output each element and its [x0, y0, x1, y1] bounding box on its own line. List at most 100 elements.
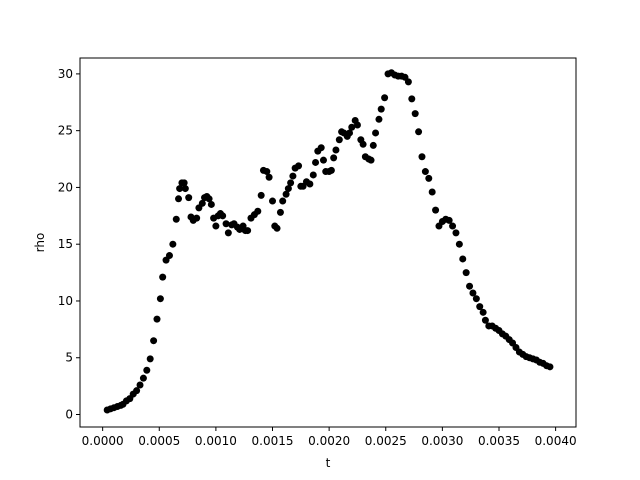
data-point-50 — [244, 227, 252, 235]
data-point-42 — [222, 220, 230, 228]
y-axis-label: rho — [33, 233, 47, 253]
data-point-19 — [165, 252, 173, 260]
x-tick-label-6: 0.0030 — [421, 434, 463, 448]
data-point-64 — [284, 185, 292, 193]
y-axis-ticks: 0 5 10 15 20 25 30 — [58, 67, 80, 422]
x-axis-label: t — [326, 456, 331, 470]
y-tick-label-6: 30 — [58, 67, 73, 81]
data-point-53 — [254, 207, 262, 215]
data-point-60 — [273, 224, 281, 232]
data-point-23 — [176, 185, 184, 193]
data-point-12 — [143, 366, 151, 374]
data-point-88 — [348, 123, 356, 131]
data-point-87 — [346, 129, 354, 137]
data-point-56 — [263, 168, 271, 176]
data-point-121 — [452, 229, 460, 237]
data-point-97 — [372, 129, 380, 137]
data-point-129 — [479, 308, 487, 316]
data-point-108 — [408, 95, 416, 103]
data-point-68 — [295, 162, 303, 170]
data-point-95 — [367, 156, 375, 164]
y-tick-label-5: 25 — [58, 124, 73, 138]
data-point-66 — [289, 172, 297, 180]
y-tick-label-4: 20 — [58, 180, 73, 194]
data-point-11 — [139, 374, 147, 382]
data-point-61 — [276, 208, 284, 216]
data-point-10 — [136, 381, 144, 389]
x-tick-label-0: 0.0000 — [82, 434, 124, 448]
data-point-114 — [428, 188, 436, 196]
data-point-109 — [411, 110, 419, 118]
data-point-15 — [153, 315, 161, 323]
data-point-9 — [133, 387, 141, 395]
data-point-30 — [193, 214, 201, 222]
data-point-124 — [462, 269, 470, 277]
data-point-43 — [224, 229, 232, 237]
x-tick-label-5: 0.0025 — [365, 434, 407, 448]
data-point-83 — [335, 136, 343, 144]
data-point-112 — [421, 168, 429, 176]
data-point-38 — [212, 222, 220, 230]
data-point-65 — [287, 179, 295, 187]
x-tick-label-8: 0.0040 — [535, 434, 577, 448]
data-point-63 — [282, 190, 290, 198]
data-point-21 — [172, 215, 180, 223]
data-point-36 — [207, 200, 215, 208]
y-tick-label-3: 15 — [58, 237, 73, 251]
data-point-76 — [317, 144, 325, 152]
data-point-14 — [150, 337, 158, 345]
data-point-57 — [265, 173, 273, 181]
data-point-130 — [481, 316, 489, 324]
data-point-22 — [175, 195, 183, 203]
data-point-90 — [353, 121, 361, 129]
data-point-126 — [469, 289, 477, 297]
y-tick-label-2: 10 — [58, 294, 73, 308]
data-point-111 — [418, 153, 426, 161]
data-point-74 — [312, 158, 320, 166]
data-point-125 — [466, 282, 474, 290]
data-point-98 — [375, 115, 383, 123]
data-point-127 — [472, 295, 480, 303]
data-point-41 — [219, 212, 227, 220]
data-point-54 — [257, 191, 265, 199]
data-point-115 — [432, 206, 440, 214]
data-point-35 — [205, 195, 213, 203]
x-tick-label-4: 0.0020 — [308, 434, 350, 448]
data-point-58 — [269, 197, 277, 205]
x-tick-label-7: 0.0035 — [478, 434, 520, 448]
data-point-122 — [455, 240, 463, 248]
x-tick-label-3: 0.0015 — [252, 434, 294, 448]
x-tick-label-1: 0.0005 — [138, 434, 180, 448]
plot-frame — [79, 57, 577, 428]
data-point-82 — [332, 146, 340, 154]
data-point-81 — [330, 154, 338, 162]
data-point-62 — [279, 197, 287, 205]
data-point-32 — [198, 199, 206, 207]
data-point-25 — [180, 179, 188, 187]
x-tick-label-2: 0.0010 — [195, 434, 237, 448]
data-point-72 — [306, 180, 314, 188]
data-point-96 — [369, 141, 377, 149]
data-points — [103, 69, 554, 414]
data-point-113 — [425, 174, 433, 182]
data-point-16 — [156, 295, 164, 303]
data-point-149 — [546, 363, 554, 371]
x-axis-ticks: 0.0000 0.0005 0.0010 0.0015 0.0020 0.0025 0.00… — [82, 427, 577, 448]
data-point-20 — [169, 240, 177, 248]
y-tick-label-0: 0 — [65, 408, 73, 422]
data-point-92 — [359, 140, 367, 148]
data-point-120 — [449, 222, 457, 230]
data-point-13 — [146, 355, 154, 363]
data-point-123 — [459, 255, 467, 263]
data-point-107 — [404, 78, 412, 86]
data-point-73 — [309, 171, 317, 179]
data-point-128 — [476, 303, 484, 311]
data-point-77 — [319, 156, 327, 164]
data-point-110 — [415, 128, 423, 136]
data-point-80 — [327, 166, 335, 174]
data-point-100 — [381, 94, 389, 102]
data-point-119 — [445, 216, 453, 224]
data-point-27 — [185, 194, 193, 202]
data-point-26 — [181, 185, 189, 193]
